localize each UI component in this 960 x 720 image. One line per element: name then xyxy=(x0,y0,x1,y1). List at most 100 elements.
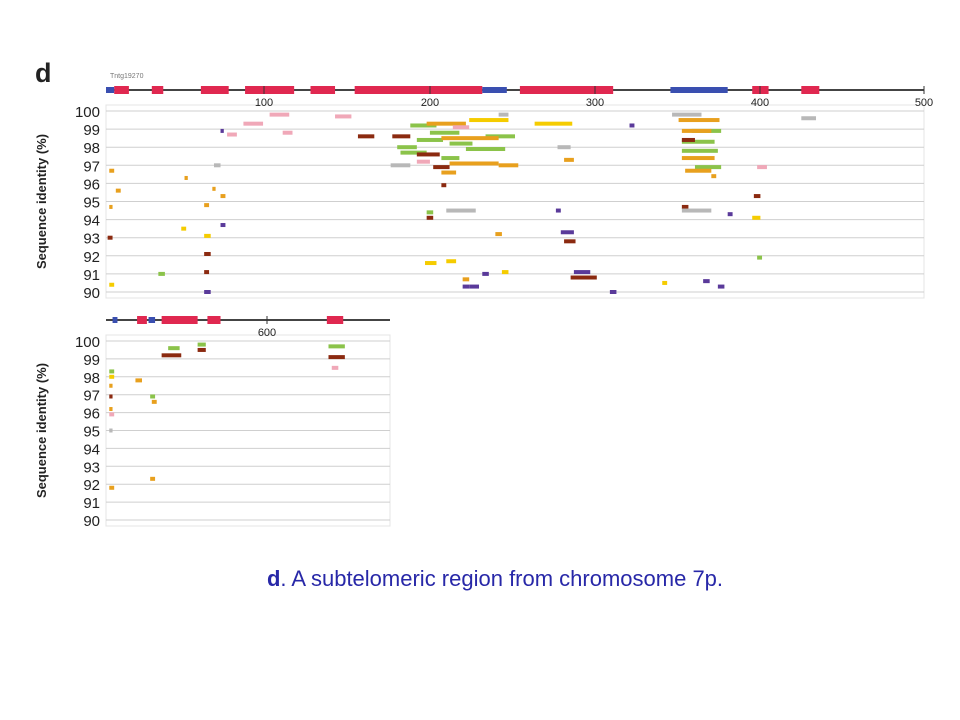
alignment-segment xyxy=(220,223,226,228)
x-tick-label: 500 xyxy=(915,97,933,109)
alignment-segment xyxy=(282,130,293,135)
alignment-segment xyxy=(446,259,457,264)
y-tick-label: 95 xyxy=(83,424,100,441)
alignment-segment xyxy=(678,118,720,123)
alignment-segment xyxy=(397,145,417,150)
alignment-segment xyxy=(441,156,460,161)
alignment-segment xyxy=(335,114,352,119)
alignment-segment xyxy=(158,271,165,276)
alignment-segment xyxy=(410,123,437,128)
y-tick-label: 96 xyxy=(83,406,100,423)
alignment-segment xyxy=(452,125,470,130)
ideogram-block-blue xyxy=(670,87,728,93)
x-tick-label: 400 xyxy=(751,97,769,109)
alignment-segment xyxy=(243,121,264,126)
alignment-segment xyxy=(681,139,715,144)
y-tick-label: 91 xyxy=(83,267,100,284)
alignment-segment xyxy=(570,275,597,280)
alignment-segment xyxy=(400,150,427,155)
ideogram-block-blue xyxy=(106,87,115,93)
ideogram-block-red xyxy=(801,86,820,94)
alignment-segment xyxy=(204,203,210,208)
y-tick-label: 97 xyxy=(83,158,100,175)
x-tick-label: 200 xyxy=(421,97,439,109)
alignment-segment xyxy=(441,183,447,188)
alignment-segment xyxy=(694,165,722,170)
y-tick-label: 90 xyxy=(83,513,100,530)
alignment-segment xyxy=(555,208,561,213)
alignment-segment xyxy=(629,123,635,128)
y-axis-label: Sequence identity (%) xyxy=(34,134,49,269)
ideogram-block-blue xyxy=(112,317,118,323)
alignment-segment xyxy=(469,284,480,289)
y-tick-label: 90 xyxy=(83,285,100,302)
alignment-segment xyxy=(161,353,182,358)
ideogram-block-red xyxy=(354,86,483,94)
alignment-segment xyxy=(498,112,509,117)
alignment-segment xyxy=(498,163,519,168)
ideogram-block-red xyxy=(207,316,221,324)
alignment-segment xyxy=(390,163,411,168)
alignment-segment xyxy=(204,270,210,275)
y-tick-label: 100 xyxy=(75,104,100,121)
alignment-segment xyxy=(441,170,457,175)
ideogram-block-red xyxy=(151,86,164,94)
y-tick-label: 92 xyxy=(83,477,100,494)
alignment-segment xyxy=(416,137,444,142)
alignment-segment xyxy=(757,165,767,170)
alignment-segment xyxy=(357,134,375,139)
alignment-segment xyxy=(109,412,115,417)
y-tick-label: 96 xyxy=(83,176,100,193)
ideogram-block-red xyxy=(326,316,344,324)
alignment-segment xyxy=(107,235,113,240)
alignment-segment xyxy=(685,168,712,173)
alignment-segment xyxy=(449,161,499,166)
alignment-segment xyxy=(204,233,211,238)
y-tick-label: 91 xyxy=(83,495,100,512)
alignment-segment xyxy=(392,134,411,139)
alignment-segment xyxy=(109,428,113,433)
contig-label: Tntg19270 xyxy=(110,73,144,80)
ideogram-block-blue xyxy=(148,317,156,323)
alignment-segment xyxy=(109,282,115,287)
alignment-segment xyxy=(426,215,434,220)
alignment-segment xyxy=(495,232,502,237)
alignment-segment xyxy=(227,132,237,137)
y-tick-label: 95 xyxy=(83,195,100,212)
alignment-segment xyxy=(109,168,115,173)
alignment-segment xyxy=(425,261,437,266)
alignment-segment xyxy=(462,284,470,289)
alignment-segment xyxy=(328,355,345,360)
ideogram-block-red xyxy=(310,86,336,94)
alignment-segment xyxy=(681,208,712,213)
alignment-segment xyxy=(416,152,440,157)
y-tick-label: 98 xyxy=(83,370,100,387)
alignment-segment xyxy=(109,485,115,490)
alignment-segment xyxy=(564,239,576,244)
alignment-segment xyxy=(429,130,460,135)
alignment-segment xyxy=(681,137,695,142)
alignment-segment xyxy=(204,290,211,294)
alignment-segment xyxy=(220,194,226,199)
alignment-segment xyxy=(150,394,156,399)
y-tick-label: 93 xyxy=(83,231,100,248)
alignment-segment xyxy=(109,369,115,374)
alignment-segment xyxy=(426,121,466,126)
alignment-segment xyxy=(753,194,761,199)
alignment-segment xyxy=(109,204,113,209)
alignment-segment xyxy=(109,374,115,379)
alignment-segment xyxy=(181,226,187,231)
caption-text: . A subtelomeric region from chromosome … xyxy=(280,566,724,591)
alignment-segment xyxy=(681,204,689,209)
ideogram-block-red xyxy=(137,316,147,324)
ideogram-block-red xyxy=(200,86,229,94)
alignment-segment xyxy=(462,277,470,282)
alignment-segment xyxy=(703,279,710,284)
alignment-segment xyxy=(573,270,591,275)
y-tick-label: 98 xyxy=(83,140,100,157)
alignment-segment xyxy=(184,175,188,180)
alignment-segment xyxy=(485,134,515,139)
alignment-segment xyxy=(213,163,221,168)
alignment-segment xyxy=(109,394,113,399)
